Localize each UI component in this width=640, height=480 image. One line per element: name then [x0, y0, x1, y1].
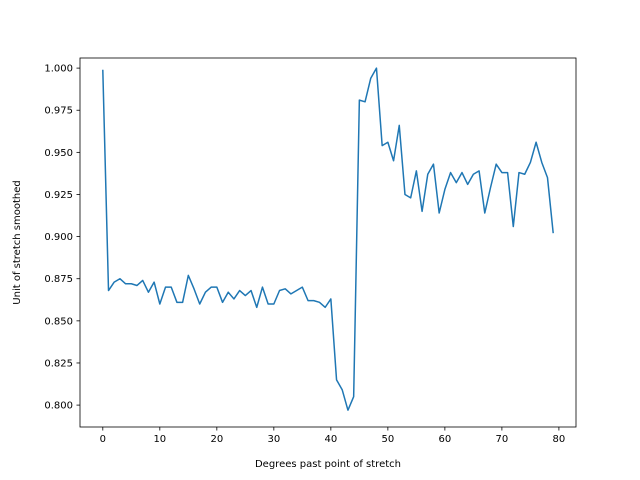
- y-tick-label: 0.825: [44, 358, 73, 369]
- y-tick-label: 0.850: [44, 316, 73, 327]
- y-tick-label: 0.875: [44, 274, 73, 285]
- x-tick-label: 80: [553, 434, 566, 445]
- x-axis-label: Degrees past point of stretch: [255, 459, 401, 470]
- x-axis: 0 10 20 30 40 50 60 70 80: [100, 427, 566, 445]
- x-tick-label: 10: [153, 434, 166, 445]
- y-axis-label: Unit of stretch smoothed: [12, 180, 23, 304]
- y-tick-label: 0.950: [44, 148, 73, 159]
- y-tick-label: 0.925: [44, 190, 73, 201]
- plot-area: [102, 67, 554, 411]
- x-tick-label: 30: [267, 434, 280, 445]
- y-tick-label: 0.900: [44, 232, 73, 243]
- x-tick-label: 70: [496, 434, 509, 445]
- series-line: [102, 67, 554, 411]
- axes-frame: [79, 57, 577, 428]
- y-axis: 0.800 0.825 0.850 0.875 0.900 0.925 0.950 0.975…: [44, 64, 80, 412]
- y-tick-label: 0.975: [44, 106, 73, 117]
- x-tick-label: 50: [381, 434, 394, 445]
- y-tick-label: 1.000: [44, 64, 73, 75]
- x-tick-label: 20: [210, 434, 223, 445]
- x-tick-label: 40: [324, 434, 337, 445]
- x-tick-label: 60: [439, 434, 452, 445]
- x-tick-label: 0: [100, 434, 106, 445]
- y-tick-label: 0.800: [44, 401, 73, 412]
